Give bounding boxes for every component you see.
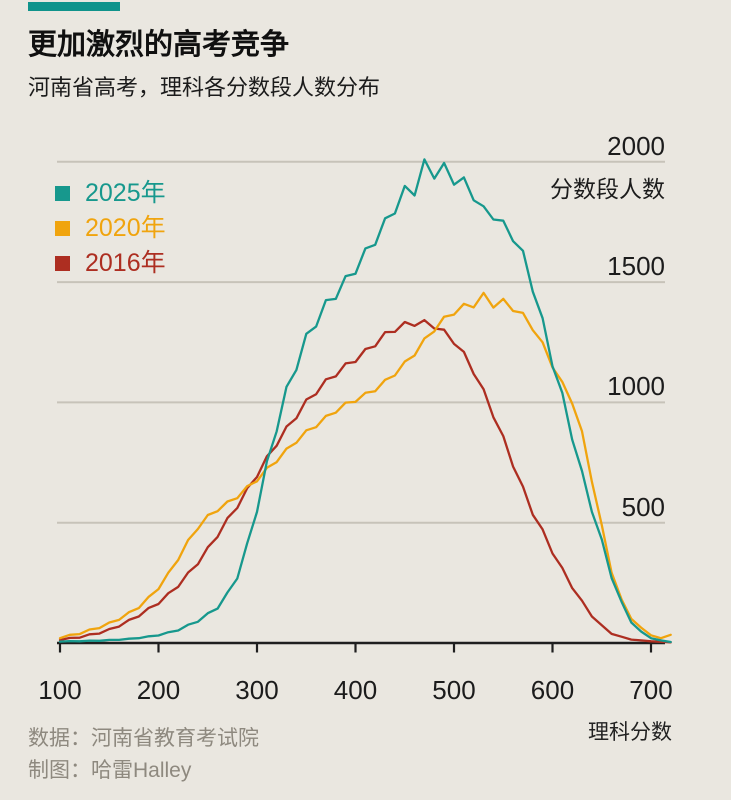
y-tick-label-500: 500 (621, 491, 665, 522)
legend-label-2016: 2016年 (85, 249, 166, 277)
legend-label-2025: 2025年 (85, 179, 166, 207)
y-axis-unit-label: 分数段人数 (550, 176, 665, 202)
x-tick-label-600: 600 (530, 675, 575, 705)
source-note: 数据：河南省教育考试院 (28, 727, 259, 750)
x-tick-label-100: 100 (38, 675, 82, 705)
legend-swatch-2025 (55, 186, 70, 201)
y-tick-label-1500: 1500 (607, 251, 665, 282)
y-tick-label-2000: 2000 (607, 130, 665, 161)
legend-item-2020: 2020年 (55, 211, 166, 246)
legend-item-2016: 2016年 (55, 246, 166, 281)
x-tick-label-700: 700 (629, 675, 673, 705)
legend-swatch-2016 (55, 256, 70, 271)
x-tick-label-300: 300 (235, 675, 279, 705)
legend: 2025年 2020年 2016年 (55, 176, 166, 281)
series-line-2016年 (58, 318, 672, 644)
chart-subtitle: 河南省高考，理科各分数段人数分布 (28, 75, 381, 100)
brand-tag (28, 2, 120, 11)
series-line-2020年 (58, 291, 672, 640)
credit-note: 制图：哈雷Halley (28, 759, 192, 782)
y-tick-label-1000: 1000 (607, 371, 665, 402)
legend-label-2020: 2020年 (85, 214, 166, 242)
legend-item-2025: 2025年 (55, 176, 166, 211)
chart-title: 更加激烈的高考竞争 (28, 29, 290, 61)
x-tick-label-200: 200 (136, 675, 181, 705)
legend-swatch-2020 (55, 221, 70, 236)
series-line-2025年 (58, 158, 672, 644)
x-axis-title: 理科分数 (588, 721, 672, 744)
x-tick-label-500: 500 (432, 675, 476, 705)
x-tick-label-400: 400 (333, 675, 378, 705)
